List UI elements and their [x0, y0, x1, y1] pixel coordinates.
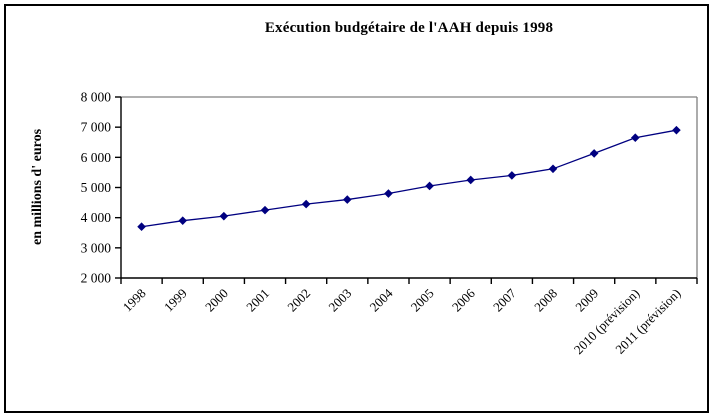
y-tick-label: 7 000	[81, 120, 112, 135]
data-point-marker	[342, 195, 352, 204]
y-tick-label: 2 000	[81, 271, 112, 286]
chart-title: Exécution budgétaire de l'AAH depuis 199…	[264, 20, 554, 36]
chart-frame-border	[4, 4, 709, 413]
data-point-marker	[548, 164, 558, 174]
y-tick-label: 3 000	[81, 240, 112, 255]
data-point-marker	[260, 205, 270, 215]
data-point-marker	[672, 125, 681, 135]
y-tick-label: 5 000	[81, 180, 112, 195]
data-point-marker	[466, 175, 476, 185]
data-point-marker	[384, 189, 393, 198]
data-point-marker	[219, 211, 229, 221]
y-tick-label: 6 000	[81, 150, 112, 165]
data-line	[141, 129, 677, 228]
data-point-marker	[507, 171, 517, 180]
y-tick-label: 4 000	[81, 210, 112, 225]
y-tick-label: 8 000	[81, 90, 112, 105]
data-point-marker	[301, 199, 311, 209]
data-point-marker	[589, 149, 599, 158]
y-axis-title: en millions d' euros	[30, 128, 45, 246]
data-point-marker	[630, 133, 640, 143]
data-point-marker	[425, 181, 434, 191]
data-point-marker	[137, 222, 146, 232]
data-point-marker	[178, 216, 188, 225]
